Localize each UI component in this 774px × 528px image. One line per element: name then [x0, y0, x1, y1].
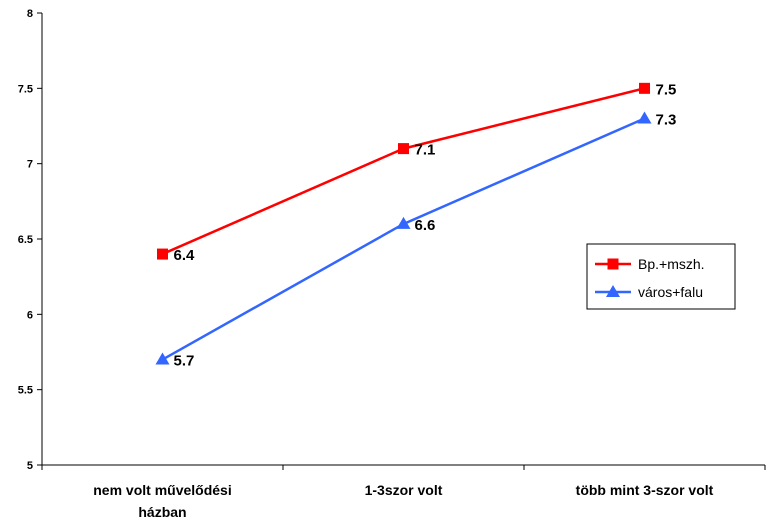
- data-point: [396, 216, 411, 229]
- series-2: 5.7 6.6 7.3: [155, 111, 677, 370]
- data-label: 7.1: [415, 142, 436, 159]
- data-label: 7.5: [656, 81, 677, 98]
- legend-item: város+falu: [595, 284, 703, 300]
- series-line: [161, 87, 645, 256]
- y-tick-label: 7: [27, 159, 33, 171]
- data-point: [398, 143, 409, 155]
- legend: Bp.+mszh. város+falu: [586, 243, 736, 310]
- y-tick-label: 5.5: [18, 385, 33, 397]
- data-point: [155, 352, 170, 365]
- data-point: [157, 248, 168, 260]
- x-category-label: több mint 3-szor volt: [576, 482, 714, 498]
- data-point: [637, 111, 652, 124]
- legend-box: [586, 243, 736, 310]
- series-1: 6.4 7.1 7.5: [157, 81, 676, 264]
- y-tick-label: 5: [27, 460, 33, 472]
- series-line: [161, 117, 646, 361]
- legend-label: Bp.+mszh.: [638, 256, 705, 272]
- x-ticks: nem volt művelődési házban 1-3szor volt töb…: [41, 465, 766, 520]
- y-tick-label: 6: [27, 309, 33, 321]
- y-tick-label: 7.5: [18, 83, 33, 95]
- data-label: 7.3: [656, 111, 677, 128]
- legend-label: város+falu: [638, 284, 703, 300]
- series-layer: 6.4 7.1 7.5 5.7 6.6 7.3: [155, 81, 677, 370]
- legend-marker: [606, 285, 620, 297]
- y-ticks: 5 5.5 6 6.5 7 7.5 8: [18, 8, 42, 472]
- y-tick-label: 8: [27, 8, 33, 20]
- data-label: 5.7: [174, 353, 195, 370]
- legend-marker: [607, 258, 619, 270]
- data-point: [639, 82, 650, 94]
- x-category-label: nem volt művelődési házban: [93, 482, 231, 520]
- y-tick-label: 6.5: [18, 234, 33, 246]
- data-label: 6.4: [174, 247, 196, 264]
- legend-item: Bp.+mszh.: [595, 256, 705, 272]
- data-label: 6.6: [415, 217, 436, 234]
- x-category-label: 1-3szor volt: [365, 482, 443, 498]
